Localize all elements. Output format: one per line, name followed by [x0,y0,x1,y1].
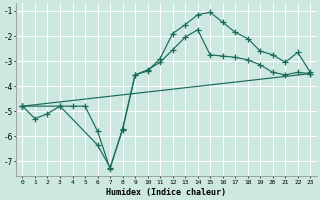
X-axis label: Humidex (Indice chaleur): Humidex (Indice chaleur) [106,188,226,197]
